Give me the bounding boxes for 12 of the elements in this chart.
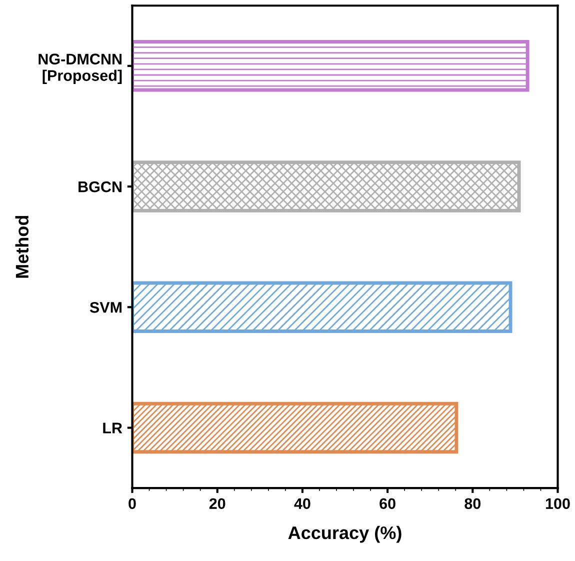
x-tick-label: 20 — [209, 498, 226, 510]
y-axis-title: Method — [15, 216, 29, 278]
y-tick-label: NG-DMCNN [Proposed] — [38, 54, 122, 84]
x-tick-label: 100 — [546, 498, 570, 510]
y-tick-label: SVM — [90, 302, 122, 313]
x-tick-label: 80 — [464, 498, 481, 510]
x-tick-label: 60 — [380, 498, 396, 510]
x-tick-label: 40 — [294, 498, 310, 510]
y-tick-label: BGCN — [78, 181, 122, 192]
x-tick-label: 0 — [128, 498, 136, 510]
x-axis-title: Accuracy (%) — [288, 526, 402, 543]
y-tick-label: LR — [103, 422, 122, 434]
